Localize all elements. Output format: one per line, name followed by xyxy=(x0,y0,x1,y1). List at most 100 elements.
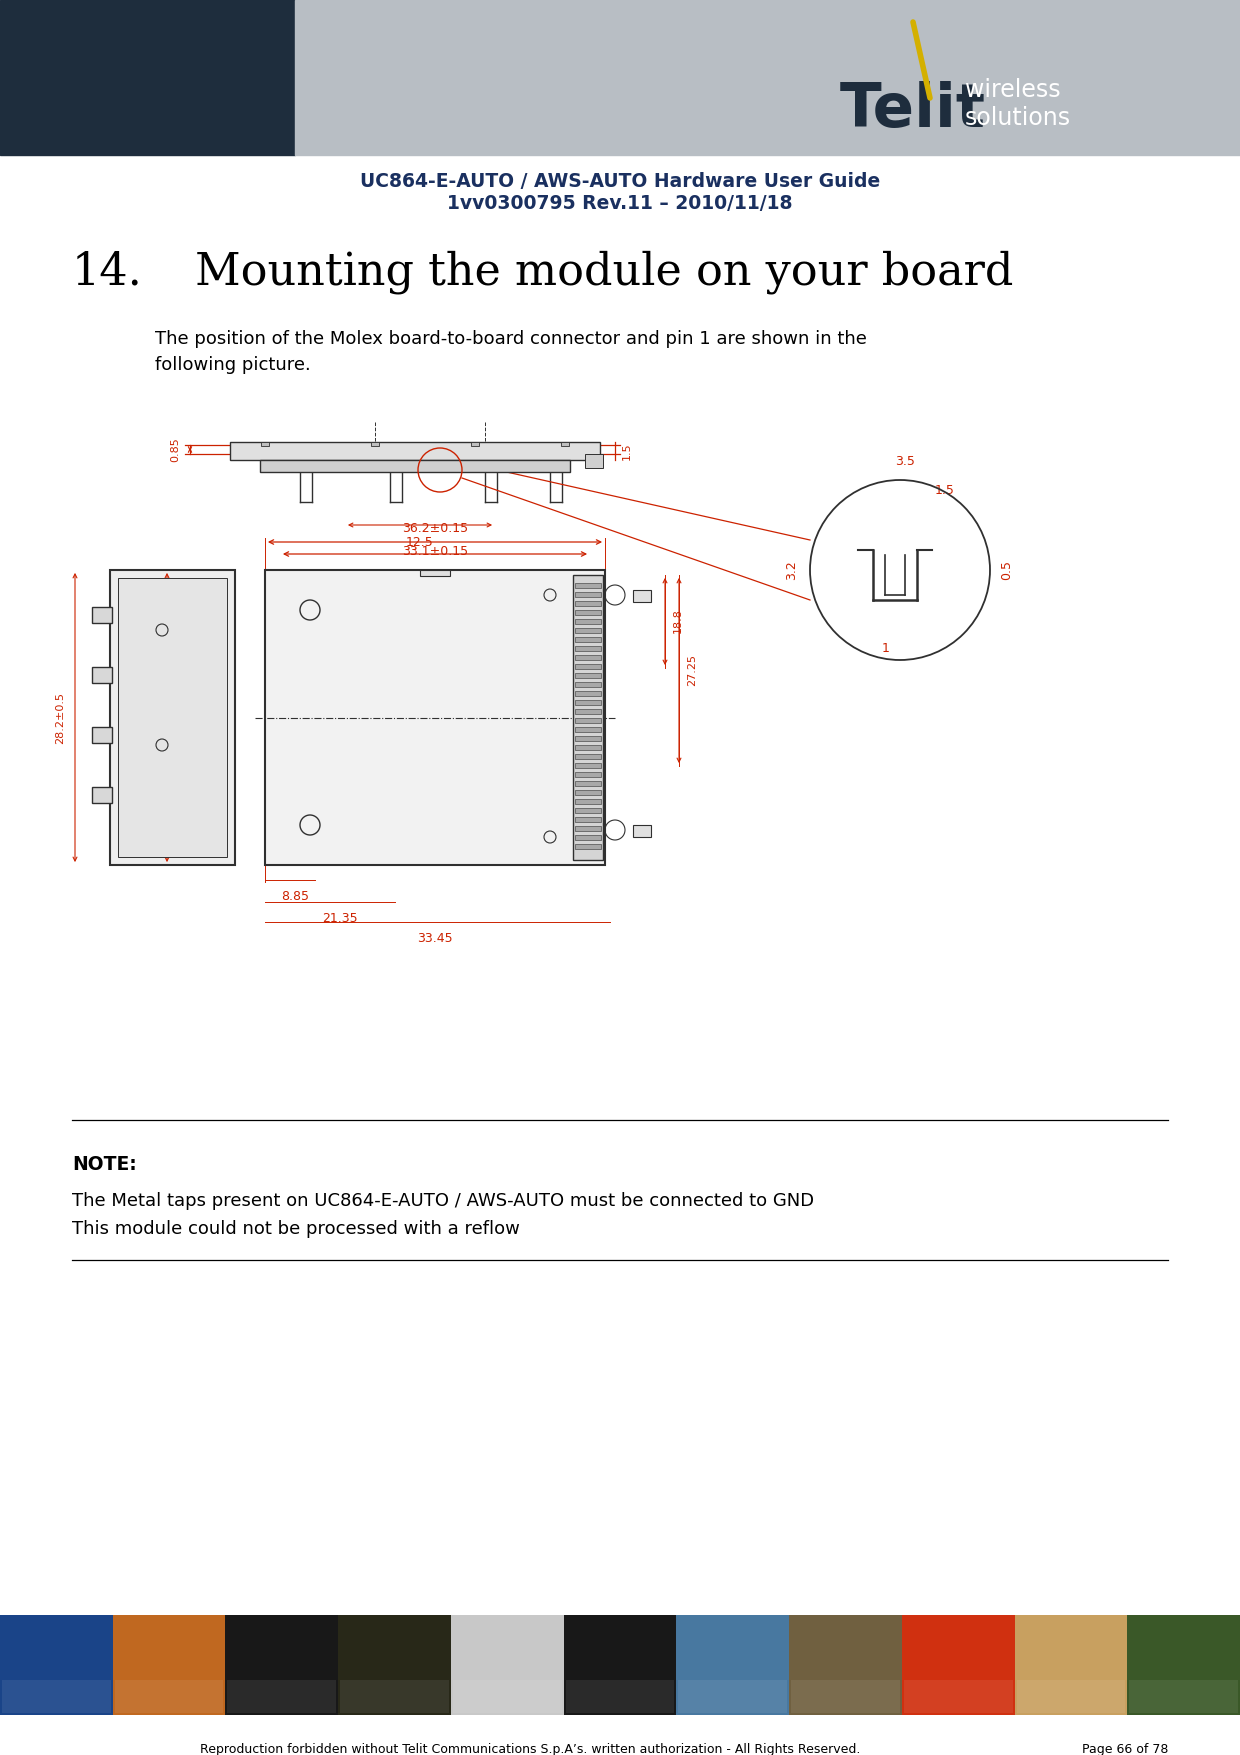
Bar xyxy=(339,1615,451,1715)
Bar xyxy=(371,442,379,446)
Text: 33.45: 33.45 xyxy=(417,932,453,944)
Bar xyxy=(575,628,601,634)
Bar xyxy=(575,746,601,749)
Bar xyxy=(1130,1680,1238,1713)
Text: 36.2±0.15: 36.2±0.15 xyxy=(402,521,467,535)
Bar xyxy=(575,637,601,642)
Bar xyxy=(575,663,601,669)
Bar xyxy=(575,683,601,686)
Text: 3.5: 3.5 xyxy=(895,455,915,469)
Bar xyxy=(575,672,601,677)
Bar xyxy=(575,646,601,651)
Bar xyxy=(110,570,236,865)
Bar xyxy=(0,0,295,154)
Bar xyxy=(575,799,601,804)
Bar xyxy=(0,1615,113,1715)
Text: 1.5: 1.5 xyxy=(622,442,632,460)
Bar xyxy=(92,607,112,623)
Bar xyxy=(901,1615,1014,1715)
Text: 3.2: 3.2 xyxy=(785,560,799,579)
Bar xyxy=(420,570,450,576)
Bar xyxy=(575,718,601,723)
Bar xyxy=(575,691,601,697)
Text: Telit: Telit xyxy=(839,81,986,139)
Text: This module could not be processed with a reflow: This module could not be processed with … xyxy=(72,1220,520,1237)
Bar xyxy=(92,667,112,683)
Text: The Metal taps present on UC864-E-AUTO / AWS-AUTO must be connected to GND: The Metal taps present on UC864-E-AUTO /… xyxy=(72,1192,815,1209)
Text: Reproduction forbidden without Telit Communications S.p.A’s. written authorizati: Reproduction forbidden without Telit Com… xyxy=(200,1743,861,1755)
Bar xyxy=(585,455,603,469)
Bar xyxy=(113,1615,226,1715)
Bar xyxy=(115,1680,223,1713)
Bar xyxy=(575,583,601,588)
Bar xyxy=(453,1680,562,1713)
Bar xyxy=(340,1680,449,1713)
Bar xyxy=(295,0,1240,154)
Bar xyxy=(904,1680,1013,1713)
Text: 21.35: 21.35 xyxy=(322,913,358,925)
Bar xyxy=(565,1680,675,1713)
Bar xyxy=(1017,1680,1125,1713)
Bar xyxy=(632,825,651,837)
Bar xyxy=(575,844,601,849)
Bar xyxy=(227,1680,336,1713)
Bar xyxy=(575,763,601,769)
Text: Page 66 of 78: Page 66 of 78 xyxy=(1081,1743,1168,1755)
Bar xyxy=(575,735,601,741)
Bar xyxy=(229,442,600,460)
Bar xyxy=(575,611,601,614)
Text: UC864-E-AUTO / AWS-AUTO Hardware User Guide: UC864-E-AUTO / AWS-AUTO Hardware User Gu… xyxy=(360,172,880,191)
Bar xyxy=(260,460,570,472)
Bar xyxy=(575,807,601,813)
Bar xyxy=(575,655,601,660)
Text: 18.8: 18.8 xyxy=(673,609,683,634)
Bar xyxy=(118,577,227,856)
Text: following picture.: following picture. xyxy=(155,356,311,374)
Bar xyxy=(471,442,479,446)
Text: The position of the Molex board-to-board connector and pin 1 are shown in the: The position of the Molex board-to-board… xyxy=(155,330,867,347)
Text: 14.: 14. xyxy=(72,249,143,293)
Text: 27.25: 27.25 xyxy=(687,655,697,686)
Bar xyxy=(789,1615,901,1715)
Bar xyxy=(560,442,569,446)
Text: 1: 1 xyxy=(882,642,890,655)
Bar xyxy=(575,700,601,706)
Text: 1vv0300795 Rev.11 – 2010/11/18: 1vv0300795 Rev.11 – 2010/11/18 xyxy=(448,195,792,212)
Bar xyxy=(575,600,601,605)
Bar xyxy=(564,1615,676,1715)
Bar xyxy=(676,1615,789,1715)
Bar xyxy=(575,781,601,786)
Text: solutions: solutions xyxy=(965,105,1071,130)
Bar xyxy=(575,818,601,821)
Text: 0.5: 0.5 xyxy=(999,560,1013,579)
Bar xyxy=(575,772,601,777)
Bar xyxy=(575,709,601,714)
Text: wireless: wireless xyxy=(965,77,1060,102)
Bar xyxy=(575,591,601,597)
Text: 8.85: 8.85 xyxy=(281,890,309,904)
Bar xyxy=(575,755,601,758)
Bar xyxy=(575,620,601,625)
Bar xyxy=(575,790,601,795)
Text: 12.5: 12.5 xyxy=(407,535,434,549)
Bar xyxy=(1127,1615,1240,1715)
Bar xyxy=(573,576,603,860)
Bar xyxy=(1014,1615,1127,1715)
Bar xyxy=(2,1680,110,1713)
Bar xyxy=(92,786,112,804)
Bar xyxy=(632,590,651,602)
Bar xyxy=(265,570,605,865)
Bar xyxy=(575,727,601,732)
Bar xyxy=(575,827,601,832)
Text: 28.2±0.5: 28.2±0.5 xyxy=(55,691,64,744)
Bar xyxy=(678,1680,787,1713)
Text: Mounting the module on your board: Mounting the module on your board xyxy=(195,249,1013,293)
Text: 30±0.15: 30±0.15 xyxy=(174,693,184,742)
Text: 1.5: 1.5 xyxy=(935,483,955,497)
Text: 0.85: 0.85 xyxy=(170,437,180,462)
Text: NOTE:: NOTE: xyxy=(72,1155,136,1174)
Bar xyxy=(92,727,112,742)
Bar xyxy=(451,1615,564,1715)
Bar xyxy=(226,1615,339,1715)
Bar xyxy=(260,442,269,446)
